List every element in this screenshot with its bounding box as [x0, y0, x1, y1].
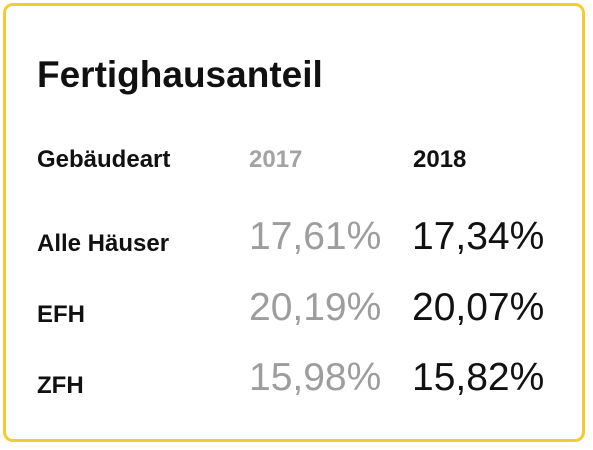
table-card: Fertighausanteil Gebäudeart 2017 2018 Al… — [3, 3, 585, 442]
row-label-alle-haeuser: Alle Häuser — [37, 230, 170, 257]
table-title: Fertighausanteil — [37, 54, 323, 95]
value-zfh-2017: 15,98% — [249, 356, 382, 399]
value-zfh-2018: 15,82% — [412, 356, 545, 399]
row-label-efh: EFH — [37, 301, 85, 328]
value-efh-2017: 20,19% — [249, 286, 382, 329]
value-efh-2018: 20,07% — [412, 286, 545, 329]
row-label-zfh: ZFH — [37, 372, 84, 399]
value-alle-haeuser-2018: 17,34% — [412, 215, 545, 258]
value-alle-haeuser-2017: 17,61% — [249, 215, 382, 258]
column-header-2018: 2018 — [413, 146, 467, 173]
column-header-category: Gebäudeart — [37, 146, 171, 173]
column-header-2017: 2017 — [249, 146, 303, 173]
